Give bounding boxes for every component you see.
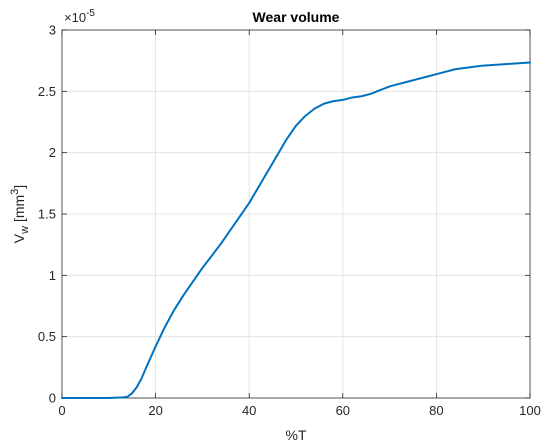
y-tick-label: 2.5 [38, 84, 56, 99]
y-axis-label: Vw [mm3] [9, 185, 31, 243]
x-tick-label: 40 [242, 403, 256, 418]
y-exponent-label: ×10-5 [64, 8, 95, 25]
x-axis-label: %T [286, 427, 307, 443]
x-tick-label: 60 [336, 403, 350, 418]
y-tick-label: 0 [49, 391, 56, 406]
x-tick-label: 100 [519, 403, 541, 418]
y-tick-label: 0.5 [38, 329, 56, 344]
y-axis-label-base: V [11, 233, 27, 243]
y-tick-label: 1.5 [38, 207, 56, 222]
x-tick-labels: 0 20 40 60 80 100 [58, 403, 540, 418]
x-tick-label: 80 [429, 403, 443, 418]
y-tick-label: 3 [49, 23, 56, 38]
y-axis-label-unit-sup: 3 [9, 189, 21, 195]
y-tick-labels: 0 0.5 1 1.5 2 2.5 3 [38, 23, 56, 406]
y-axis-label-unit-close: ] [11, 185, 27, 189]
x-tick-label: 20 [148, 403, 162, 418]
y-grid [62, 90, 530, 338]
y-exponent-power: -5 [86, 8, 95, 19]
y-tick-label: 1 [49, 268, 56, 283]
y-axis-label-sub: w [19, 226, 31, 235]
x-tick-label: 0 [58, 403, 65, 418]
y-exponent-base: ×10 [64, 10, 86, 25]
y-axis-label-unit-open: [mm [11, 195, 27, 226]
y-tick-label: 2 [49, 145, 56, 160]
chart-title: Wear volume [253, 9, 340, 25]
wear-volume-line [61, 61, 531, 399]
